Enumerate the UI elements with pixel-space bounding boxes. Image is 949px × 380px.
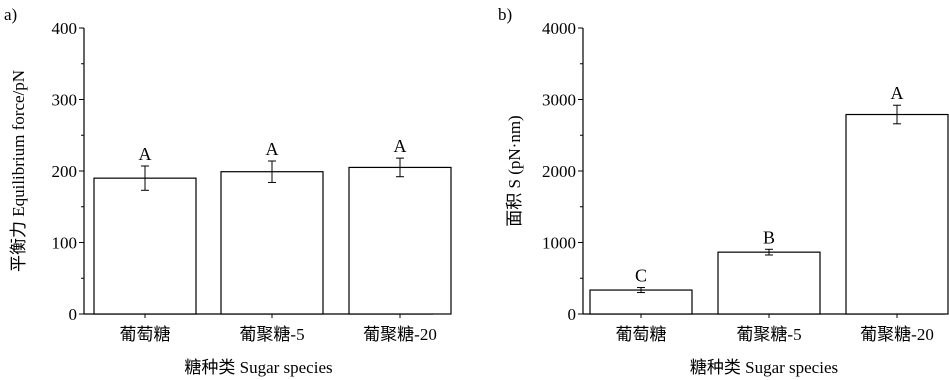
y-tick-label: 2000 <box>542 162 576 181</box>
y-tick-label: 1000 <box>542 234 576 253</box>
significance-label: A <box>266 139 279 159</box>
y-tick-label: 4000 <box>542 19 576 38</box>
y-axis-title: 面积 S (pN·nm) <box>505 115 524 226</box>
x-axis-title: 糖种类 Sugar species <box>690 358 838 377</box>
y-axis-title: 平衡力 Equilibrium force/pN <box>9 70 28 272</box>
bar <box>220 171 324 315</box>
significance-label: A <box>139 144 152 164</box>
x-tick-label: 葡聚糖-20 <box>363 325 437 344</box>
significance-label: B <box>763 227 775 247</box>
x-tick-label: 葡萄糖 <box>616 325 667 344</box>
bar <box>717 251 821 315</box>
bar <box>93 177 197 315</box>
x-axis-title: 糖种类 Sugar species <box>184 358 332 377</box>
panel-label: b) <box>498 5 512 24</box>
significance-label: C <box>635 266 647 286</box>
y-tick-label: 0 <box>568 305 577 324</box>
significance-label: A <box>394 136 407 156</box>
y-tick-label: 0 <box>69 305 78 324</box>
y-tick-label: 400 <box>52 19 78 38</box>
bar <box>845 113 949 315</box>
x-tick-label: 葡萄糖 <box>120 325 171 344</box>
y-tick-label: 300 <box>52 91 78 110</box>
x-tick-label: 葡聚糖-20 <box>860 325 934 344</box>
y-tick-label: 100 <box>52 234 78 253</box>
y-tick-label: 3000 <box>542 91 576 110</box>
bar <box>348 166 452 315</box>
significance-label: A <box>891 83 904 103</box>
y-tick-label: 200 <box>52 162 78 181</box>
x-tick-label: 葡聚糖-5 <box>736 325 801 344</box>
panel-label: a) <box>4 5 17 24</box>
bar <box>589 289 693 315</box>
x-tick-label: 葡聚糖-5 <box>239 325 304 344</box>
